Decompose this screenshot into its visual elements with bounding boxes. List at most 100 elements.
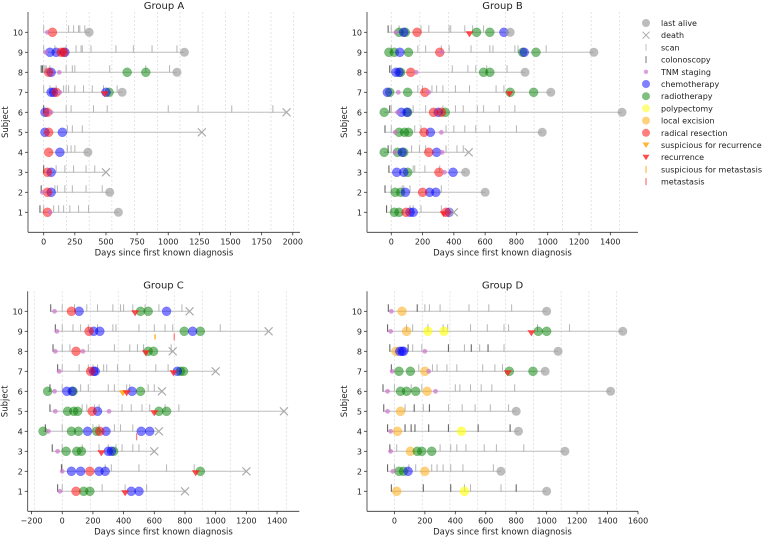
radiotherapy-marker xyxy=(85,486,95,497)
chemotherapy-marker xyxy=(106,446,117,457)
subject-row-7 xyxy=(56,364,221,377)
x-tick-label: 200 xyxy=(415,237,430,246)
last-alive-marker xyxy=(589,47,599,57)
radical-resection-marker xyxy=(424,147,434,158)
recurrence-marker xyxy=(131,310,140,317)
x-tick-label: 1000 xyxy=(205,516,225,525)
y-tick-label: 8 xyxy=(357,68,362,77)
radical-resection-marker xyxy=(71,486,81,497)
x-tick-label: 0 xyxy=(41,237,46,246)
legend-label: radical resection xyxy=(661,129,727,138)
subject-row-2 xyxy=(387,464,506,477)
radical-resection-marker xyxy=(58,47,69,58)
local-excision-marker xyxy=(391,486,402,497)
legend-item-susp_rec: suspicious for recurrence xyxy=(642,141,762,150)
y-tick-label: 5 xyxy=(18,407,23,416)
y-tick-label: 9 xyxy=(357,327,362,336)
legend-label: death xyxy=(661,31,684,40)
chemotherapy-marker xyxy=(187,326,198,337)
subject-row-1 xyxy=(390,484,552,497)
x-tick-label: 250 xyxy=(67,237,82,246)
death-marker xyxy=(154,426,164,436)
tnm-staging-marker xyxy=(55,448,61,454)
radio-legend-icon xyxy=(642,92,650,101)
last-alive-marker xyxy=(542,306,552,316)
y-tick-label: 8 xyxy=(357,347,362,356)
radiotherapy-marker xyxy=(410,386,421,397)
tnm-staging-marker xyxy=(392,149,398,155)
radiotherapy-marker xyxy=(72,406,83,417)
legend-item-radical: radical resection xyxy=(642,128,727,138)
subject-row-9 xyxy=(54,324,273,341)
subject-row-10 xyxy=(43,25,94,38)
radiotherapy-marker xyxy=(417,446,427,457)
y-axis-label: Subject xyxy=(340,385,350,417)
last-alive-marker xyxy=(540,366,550,376)
subject-row-3 xyxy=(388,444,570,457)
alive-legend-icon xyxy=(642,19,650,27)
y-tick-label: 5 xyxy=(18,128,23,137)
last-alive-marker xyxy=(113,207,123,217)
subject-row-3 xyxy=(51,444,159,457)
x-tick-label: 0 xyxy=(60,516,65,525)
y-tick-label: 6 xyxy=(357,387,362,396)
legend-label: recurrence xyxy=(661,153,704,162)
polypectomy-marker xyxy=(456,426,467,437)
y-tick-label: 5 xyxy=(357,128,362,137)
local-excision-marker xyxy=(392,426,403,437)
subject-row-9 xyxy=(43,45,189,58)
x-tick-label: 1000 xyxy=(538,237,558,246)
subject-row-7 xyxy=(389,364,550,377)
rec-legend-icon xyxy=(642,154,650,161)
legend-item-rec: recurrence xyxy=(642,153,704,162)
legend-item-local: local excision xyxy=(642,116,715,126)
chemotherapy-marker xyxy=(136,426,147,437)
tnm-staging-marker xyxy=(438,129,444,135)
tnm-staging-marker xyxy=(57,488,63,494)
tnm-staging-marker xyxy=(56,368,62,374)
chemotherapy-marker xyxy=(144,426,155,437)
recurrence-marker xyxy=(191,470,200,477)
last-alive-marker xyxy=(546,87,556,97)
death-marker xyxy=(282,107,291,117)
subject-row-1 xyxy=(57,484,190,497)
panel-title: Group D xyxy=(482,280,524,291)
polypectomy-marker xyxy=(423,326,433,337)
poly-legend-icon xyxy=(642,104,650,113)
tnm-staging-marker xyxy=(80,348,86,354)
panel-group-c: 1 2 3 4 5 6 7 8 9 10 Subject xyxy=(1,291,300,515)
chemotherapy-marker xyxy=(431,187,441,198)
last-alive-marker xyxy=(117,87,127,97)
radical-legend-icon xyxy=(642,128,650,137)
tnm-staging-marker xyxy=(385,408,391,414)
radiotherapy-marker xyxy=(135,386,146,397)
radiotherapy-marker xyxy=(42,386,53,397)
subject-row-6 xyxy=(379,105,627,118)
subject-row-10 xyxy=(387,304,552,317)
tnm-staging-marker xyxy=(57,89,63,95)
y-tick-label: 6 xyxy=(18,108,23,117)
tnm-staging-marker xyxy=(52,308,58,314)
subject-row-4 xyxy=(379,145,474,158)
chemo-legend-icon xyxy=(642,80,650,88)
legend-item-death: death xyxy=(642,31,684,40)
last-alive-marker xyxy=(511,406,521,416)
last-alive-marker xyxy=(537,127,547,137)
legend-item-chemo: chemotherapy xyxy=(642,80,719,89)
x-tick-label: 600 xyxy=(147,516,162,525)
legend-item-alive: last alive xyxy=(642,19,697,28)
legend-label: chemotherapy xyxy=(661,80,719,89)
radiotherapy-marker xyxy=(528,87,539,98)
tnm-staging-marker xyxy=(56,69,62,75)
x-axis-label: Days since first known diagnosis xyxy=(433,527,572,537)
tnm-staging-marker xyxy=(388,328,394,334)
x-tick-label: 400 xyxy=(116,516,131,525)
tnm-staging-marker xyxy=(44,29,50,35)
radiotherapy-marker xyxy=(533,326,544,337)
radical-resection-marker xyxy=(85,366,96,377)
chemotherapy-marker xyxy=(400,187,411,198)
y-tick-label: 3 xyxy=(357,447,362,456)
radical-resection-marker xyxy=(71,346,81,357)
y-tick-label: 1 xyxy=(357,487,362,496)
subject-row-8 xyxy=(52,344,178,357)
